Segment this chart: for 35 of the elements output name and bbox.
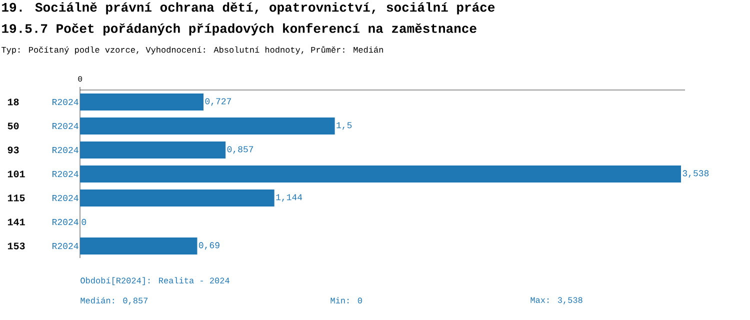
text: 0	[78, 76, 82, 82]
y-tick-label: 50	[8, 122, 19, 130]
chart-subtitle: 19.5.7 Počet pořádaných případových konferencí na zaměstnance	[2, 23, 476, 36]
y-tick-label: 115	[8, 194, 25, 202]
bar	[80, 237, 198, 254]
text: Typ: Počítaný podle vzorce, Vyhodnocení: Absolutní hodnoty, Průměr: Medián	[2, 46, 383, 54]
text: R2024	[52, 218, 78, 226]
bar	[80, 165, 681, 182]
text: Max: 3,538	[530, 297, 582, 304]
text: R2024	[52, 122, 78, 130]
bar	[80, 118, 335, 134]
text: Období[R2024]: Realita - 2024	[80, 277, 230, 286]
text: Medián: 0,857	[80, 297, 148, 305]
data-label: 0,727	[205, 98, 232, 106]
data-label: 1,144	[276, 194, 302, 202]
data-label: 0,69	[198, 242, 220, 250]
series-label: R2024	[52, 98, 78, 106]
y-tick-label: 101	[8, 170, 25, 178]
text: R2024	[52, 170, 78, 178]
text: R2024	[52, 242, 78, 250]
data-label: 3,538	[682, 170, 709, 178]
bar	[80, 94, 204, 110]
data-label: 1,5	[336, 122, 352, 130]
y-tick-label: 153	[8, 242, 25, 250]
text: Min: 0	[330, 297, 362, 304]
data-label: 0	[82, 218, 86, 226]
text: R2024	[52, 194, 78, 202]
chart-title: 19. Sociálně právní ochrana dětí, opatrovnictví, sociální práce	[2, 2, 495, 14]
bar	[80, 189, 274, 206]
data-label: 0,857	[227, 146, 254, 154]
bar	[80, 141, 226, 158]
y-tick-label: 18	[8, 98, 19, 106]
text: R2024	[52, 146, 78, 154]
y-tick-label: 93	[8, 146, 19, 154]
y-tick-label: 141	[8, 218, 25, 226]
